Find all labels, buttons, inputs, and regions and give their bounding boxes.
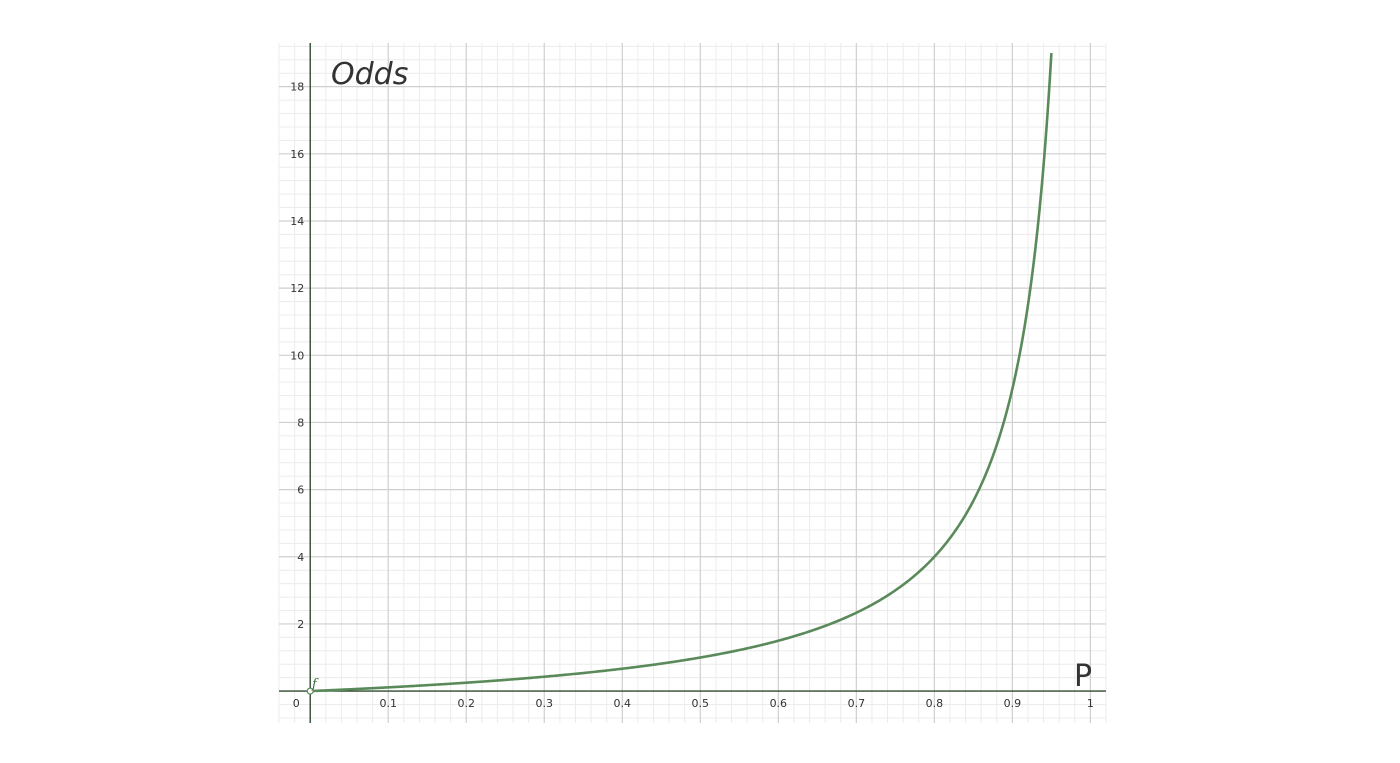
function-label: f <box>311 677 319 692</box>
x-tick-label: 0.5 <box>692 697 710 710</box>
y-tick-label: 12 <box>290 282 304 295</box>
major-grid <box>279 43 1106 723</box>
y-tick-label: 6 <box>297 484 304 497</box>
x-axis-title: P <box>1074 659 1092 694</box>
y-tick-label: 4 <box>297 551 304 564</box>
x-tick-label: 0.4 <box>614 697 632 710</box>
y-tick-label: 8 <box>297 416 304 429</box>
y-tick-label: 18 <box>290 81 304 94</box>
y-tick-label: 10 <box>290 349 304 362</box>
origin-point <box>306 687 314 695</box>
x-tick-labels: 0 0.1 0.2 0.3 0.4 0.5 0.6 0.7 0.8 0.9 1 <box>293 697 1094 710</box>
y-tick-label: 2 <box>297 618 304 631</box>
series-group <box>306 52 1053 695</box>
x-tick-label: 0.2 <box>457 697 475 710</box>
x-tick-label: 0.6 <box>770 697 788 710</box>
x-tick-label: 0.7 <box>848 697 866 710</box>
series-curve <box>310 52 1053 693</box>
x-tick-label: 0.8 <box>926 697 944 710</box>
x-tick-label: 0.3 <box>536 697 554 710</box>
y-tick-labels: 2 4 6 8 10 12 14 16 18 <box>290 81 304 631</box>
y-axis-title: Odds <box>331 57 408 92</box>
x-tick-label: 1 <box>1087 697 1094 710</box>
x-tick-label: 0.9 <box>1004 697 1022 710</box>
y-tick-label: 16 <box>290 148 304 161</box>
x-tick-label: 0 <box>293 697 300 710</box>
x-tick-label: 0.1 <box>379 697 397 710</box>
y-tick-label: 14 <box>290 215 304 228</box>
minor-grid <box>278 43 1107 723</box>
axes <box>279 43 1106 723</box>
